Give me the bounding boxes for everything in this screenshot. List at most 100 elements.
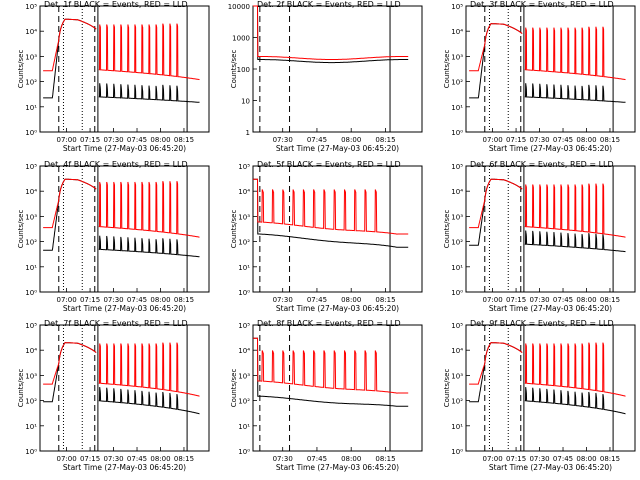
plot-frame [252,165,423,293]
y-tick-label: 10³ [238,213,250,221]
series-line-events [43,18,97,99]
series-line-events [524,387,626,415]
series-line-events [253,337,409,407]
x-tick-label: 07:00 [483,136,503,144]
y-tick-label: 10¹ [451,423,463,431]
y-tick-label: 10⁰ [238,289,250,297]
y-tick-label: 10² [238,398,250,406]
x-tick-label: 07:45 [553,296,573,304]
y-tick-label: 10² [451,398,463,406]
y-tick-label: 10¹ [25,423,37,431]
y-tick-label: 10⁴ [25,188,37,196]
x-tick-label: 08:00 [150,296,170,304]
x-tick-label: 07:45 [307,455,327,463]
plot-panel-9f: Det. 9f BLACK = Events, RED = LLD 10⁰ 10¹ 1… [443,319,636,472]
y-tick-label: 10000 [228,3,250,11]
y-tick-label: 10² [238,239,250,247]
x-tick-label: 07:30 [273,455,293,463]
x-tick-label: 08:00 [341,455,361,463]
y-tick-label: 10⁵ [451,322,463,330]
y-tick-label: 10⁰ [451,289,463,297]
series-line-events [98,387,200,415]
plot-frame [252,5,423,133]
x-axis-label: Start Time (27-May-03 06:45:20) [276,144,399,153]
y-tick-label: 1 [246,129,250,137]
plot-title: Det. 7f BLACK = Events, RED = LLD [44,319,188,328]
x-tick-label: 08:15 [375,455,395,463]
plot-panel-6f: Det. 6f BLACK = Events, RED = LLD 10⁰ 10¹ 1… [443,160,636,313]
x-tick-label: 07:00 [57,296,77,304]
series-line-lld [253,5,409,60]
y-tick-label: 10¹ [25,104,37,112]
y-axis-label: Counts/sec [443,210,451,249]
plot-frame [465,5,636,133]
x-tick-label: 08:00 [341,136,361,144]
x-tick-label: 07:30 [529,455,549,463]
series-line-events [43,342,97,403]
y-tick-label: 10⁴ [451,28,463,36]
series-line-events [469,342,523,403]
y-tick-label: 10⁴ [451,347,463,355]
y-tick-label: 10⁵ [25,322,37,330]
x-tick-label: 07:30 [103,296,123,304]
y-tick-label: 10² [25,79,37,87]
plot-frame [39,5,210,133]
x-tick-label: 07:00 [57,136,77,144]
y-tick-label: 10³ [25,53,37,61]
y-tick-label: 10⁵ [25,163,37,171]
series-line-events [469,178,523,246]
plot-title: Det. 3f BLACK = Events, RED = LLD [470,0,614,9]
y-tick-label: 10⁰ [25,129,37,137]
x-axis-label: Start Time (27-May-03 06:45:20) [63,463,186,472]
y-tick-label: 10⁰ [25,448,37,456]
plot-panel-1f: Det. 1f BLACK = Events, RED = LLD 10⁰ 10¹ 1… [17,0,210,153]
y-tick-label: 10² [25,398,37,406]
y-tick-label: 10¹ [238,423,250,431]
y-tick-label: 10² [451,79,463,87]
x-axis-label: Start Time (27-May-03 06:45:20) [276,304,399,313]
series-line-lld [43,18,97,72]
x-tick-label: 07:30 [103,455,123,463]
x-tick-label: 07:45 [307,296,327,304]
series-line-lld [253,178,409,235]
y-tick-label: 10⁵ [451,3,463,11]
y-tick-label: 10⁰ [451,448,463,456]
x-tick-label: 07:00 [483,296,503,304]
x-tick-label: 08:15 [375,296,395,304]
x-axis-label: Start Time (27-May-03 06:45:20) [489,144,612,153]
x-tick-label: 08:00 [341,296,361,304]
x-axis-label: Start Time (27-May-03 06:45:20) [63,144,186,153]
x-axis-label: Start Time (27-May-03 06:45:20) [63,304,186,313]
series-line-events [253,5,409,64]
series-line-lld [98,23,200,81]
y-axis-label: Counts/sec [230,50,238,89]
y-axis-label: Counts/sec [230,369,238,408]
x-tick-label: 08:15 [600,455,620,463]
x-tick-label: 07:15 [80,136,100,144]
plot-panel-7f: Det. 7f BLACK = Events, RED = LLD 10⁰ 10¹ 1… [17,319,210,472]
y-tick-label: 10² [25,239,37,247]
x-tick-label: 07:30 [273,296,293,304]
y-tick-label: 10¹ [451,264,463,272]
y-tick-label: 10³ [238,372,250,380]
x-tick-label: 08:00 [150,136,170,144]
y-tick-label: 10⁵ [25,3,37,11]
x-tick-label: 07:00 [57,455,77,463]
series-line-lld [469,178,523,229]
y-axis-label: Counts/sec [443,50,451,89]
x-tick-label: 08:00 [576,296,596,304]
y-tick-label: 10¹ [25,264,37,272]
plot-title: Det. 2f BLACK = Events, RED = LLD [257,0,401,9]
x-tick-label: 07:45 [553,455,573,463]
y-tick-label: 1000 [232,35,250,43]
plot-frame [252,324,423,452]
series-line-lld [253,337,409,394]
x-tick-label: 07:00 [483,455,503,463]
y-tick-label: 10⁰ [238,448,250,456]
y-tick-label: 10⁴ [238,347,250,355]
plot-frame [465,324,636,452]
x-tick-label: 07:30 [273,136,293,144]
x-tick-label: 07:45 [553,136,573,144]
y-tick-label: 100 [237,66,250,74]
